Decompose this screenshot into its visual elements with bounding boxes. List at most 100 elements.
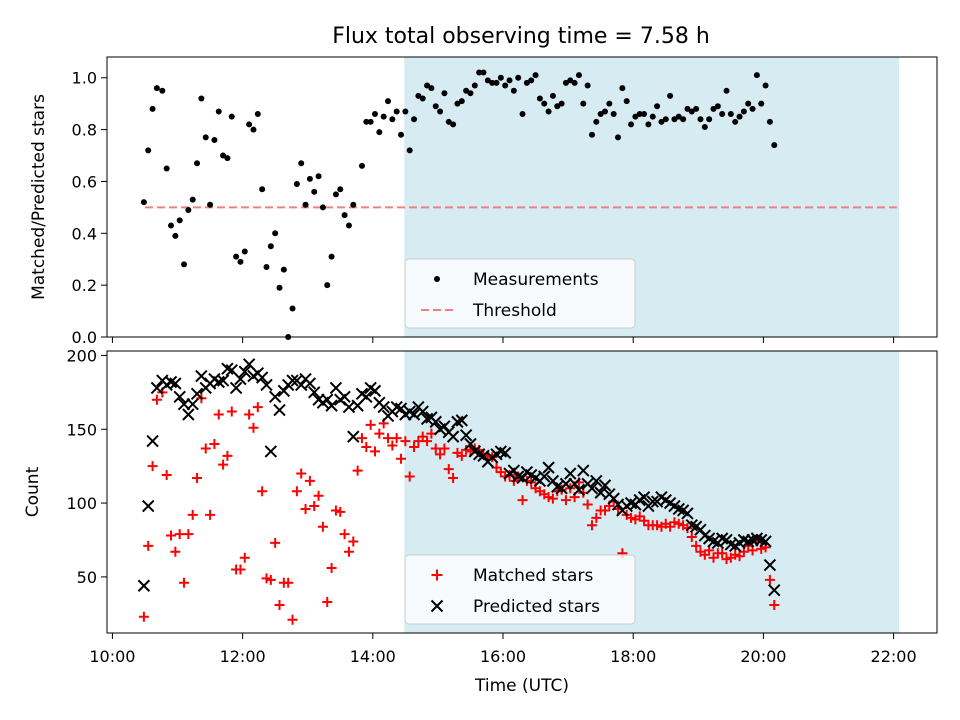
legend-label: Predicted stars	[473, 597, 600, 617]
measurement-point	[575, 72, 582, 79]
predicted-star-point	[564, 467, 577, 480]
measurement-point	[732, 118, 739, 125]
predicted-star-point	[286, 374, 299, 387]
measurement-point	[497, 74, 504, 81]
measurement-point	[753, 72, 760, 79]
matched-star-point	[582, 499, 593, 510]
matched-star-point	[673, 518, 684, 529]
predicted-star-point	[255, 371, 269, 384]
measurement-point	[424, 82, 431, 89]
measurement-point	[406, 147, 413, 154]
measurement-point	[641, 111, 648, 118]
matched-star-point	[409, 441, 420, 452]
matched-star-point	[708, 552, 719, 563]
measurement-point	[445, 118, 452, 125]
predicted-star-point	[137, 579, 151, 592]
measurement-point	[510, 87, 517, 94]
matched-star-point	[769, 599, 780, 610]
measurement-point	[163, 165, 170, 172]
measurement-point	[389, 116, 396, 123]
measurement-point	[697, 116, 704, 123]
matched-star-point	[764, 574, 775, 585]
matched-star-point	[226, 406, 237, 417]
matched-star-point	[317, 521, 328, 532]
measurement-point	[523, 79, 530, 86]
measurement-point	[519, 111, 526, 118]
predicted-star-point	[459, 428, 473, 442]
measurement-point	[228, 113, 235, 120]
measurement-point	[454, 100, 461, 107]
predicted-star-point	[768, 583, 781, 597]
measurement-point	[602, 108, 608, 115]
bottom-y-axis-label: Count	[23, 466, 43, 517]
matched-star-point	[161, 470, 172, 481]
measurement-point	[324, 282, 331, 289]
measurement-point	[649, 113, 656, 120]
predicted-star-point	[221, 362, 234, 375]
measurement-point	[706, 116, 713, 123]
x-tick-label: 12:00	[220, 647, 266, 666]
predicted-star-point	[755, 533, 768, 547]
matched-star-point	[721, 554, 732, 565]
predicted-star-point	[585, 482, 599, 495]
matched-star-point	[322, 596, 333, 607]
predicted-star-point	[142, 499, 155, 513]
matched-star-point	[200, 443, 211, 454]
matched-star-point	[361, 441, 372, 452]
matched-star-point	[417, 431, 428, 442]
bottom-y-tick-label: 200	[66, 346, 97, 365]
matched-star-point	[396, 453, 407, 464]
predicted-star-point	[407, 408, 421, 421]
legend-box	[404, 258, 636, 329]
measurement-point	[398, 131, 405, 138]
measurement-point	[771, 142, 778, 149]
measurement-point	[145, 147, 152, 154]
measurement-point	[315, 173, 322, 180]
measurement-point	[597, 111, 604, 118]
matched-stars-points	[138, 387, 780, 625]
matched-star-point	[187, 509, 198, 520]
matched-star-point	[335, 506, 346, 517]
measurement-point	[159, 87, 166, 94]
measurement-point	[584, 82, 591, 89]
measurement-point	[289, 305, 296, 312]
matched-star-point	[239, 552, 250, 563]
matched-star-point	[634, 511, 645, 522]
matched-star-point	[179, 577, 190, 588]
measurement-point	[549, 92, 556, 99]
predicted-star-point	[763, 558, 777, 572]
measurement-point	[280, 266, 287, 273]
x-axis-label: Time (UTC)	[474, 676, 569, 696]
predicted-star-point	[190, 387, 204, 401]
measurement-point	[671, 116, 678, 123]
measurement-point	[688, 108, 695, 115]
measurement-point	[428, 85, 435, 92]
matched-star-point	[183, 529, 194, 540]
measurement-point	[658, 118, 665, 125]
measurement-point	[558, 100, 565, 107]
measurement-point	[272, 230, 279, 237]
matched-star-point	[665, 521, 676, 532]
matched-star-point	[517, 495, 528, 506]
measurement-point	[684, 105, 691, 112]
measurement-point	[328, 253, 335, 260]
matched-star-point	[348, 536, 359, 547]
bottom-y-tick-label: 150	[66, 420, 97, 439]
measurement-point	[632, 113, 639, 120]
measurement-point	[293, 181, 300, 188]
measurement-point	[675, 113, 682, 120]
measurement-point	[693, 105, 700, 112]
predicted-star-point	[416, 405, 429, 418]
predicted-star-point	[150, 381, 164, 395]
measurement-point	[758, 100, 765, 107]
predicted-star-point	[234, 372, 247, 386]
matched-star-point	[734, 551, 745, 562]
matched-star-point	[439, 443, 450, 454]
matched-star-point	[456, 450, 467, 461]
measurement-point	[153, 85, 160, 92]
measurement-point	[493, 79, 500, 86]
measurement-point	[371, 111, 378, 118]
predicted-star-point	[377, 400, 390, 414]
measurement-point	[654, 103, 661, 110]
measurement-point	[667, 92, 674, 99]
